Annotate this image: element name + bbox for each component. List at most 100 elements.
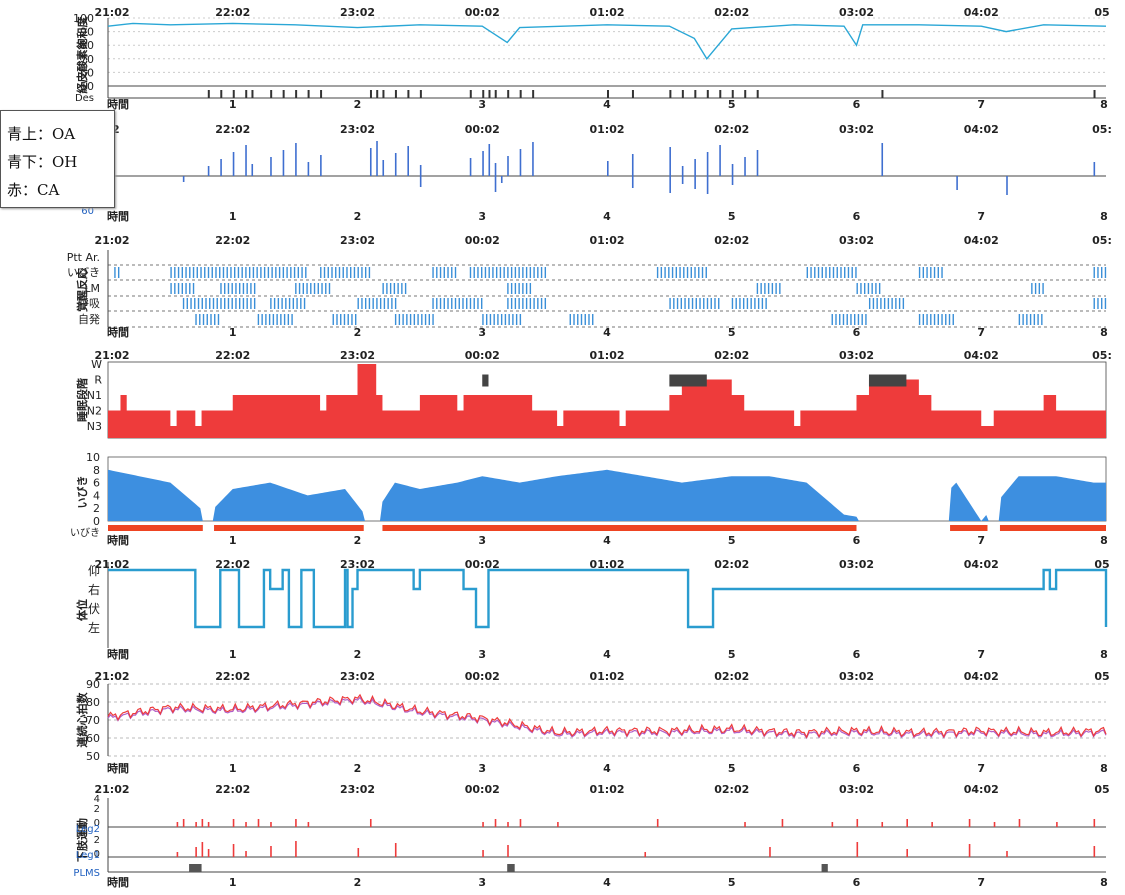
arousal-event-mark [328, 283, 331, 294]
arousal-event-mark [263, 267, 266, 278]
events-time-tick: 01:02 [589, 123, 624, 136]
arousal-event-mark [710, 298, 712, 309]
hr-hour-tick: 2 [354, 762, 362, 775]
hr-time-tick: 21:02 [94, 670, 129, 683]
events-oa-bar [694, 159, 696, 176]
arousal-event-mark [335, 267, 337, 278]
events-oa-bar [320, 155, 322, 176]
spo2-desat-mark [320, 90, 323, 98]
arousal-event-mark [226, 267, 228, 278]
arousal-event-mark [887, 298, 890, 309]
snore-ytick: 6 [93, 477, 100, 490]
spo2-time-tick: 05 [1094, 6, 1109, 19]
events-time-tick: 05: [1092, 123, 1112, 136]
arousal-event-mark [507, 283, 509, 294]
arousal-hour-tick: 1 [229, 326, 237, 339]
arousal-event-mark [684, 298, 686, 309]
spo2-ylabel: 経皮酸素飽和度 [75, 16, 89, 94]
leg-leg2-mark [257, 819, 260, 827]
arousal-event-mark [573, 314, 575, 325]
arousal-event-mark [825, 267, 827, 278]
arousal-event-mark [296, 298, 298, 309]
arousal-event-mark [268, 314, 271, 325]
arousal-event-mark [436, 267, 438, 278]
arousal-event-mark [361, 267, 363, 278]
arousal-event-mark [185, 283, 187, 294]
arousal-event-mark [569, 314, 571, 325]
spo2-desat-mark [607, 90, 609, 98]
events-oa-bar [507, 156, 509, 176]
arousal-event-mark [177, 267, 180, 278]
events-oa-bar [488, 144, 491, 176]
events-oa-bar [494, 163, 497, 176]
arousal-event-mark [402, 314, 404, 325]
spo2-hour-tick: 4 [603, 98, 611, 111]
events-oh-bar [731, 176, 734, 185]
snore-snore-bar [999, 525, 1106, 531]
arousal-event-mark [283, 314, 286, 325]
arousal-row-label: 自発 [78, 312, 100, 326]
arousal-event-mark [1037, 314, 1039, 325]
arousal-event-mark [206, 314, 208, 325]
arousal-event-mark [497, 314, 499, 325]
spo2-desat-mark [744, 90, 747, 98]
arousal-event-mark [117, 267, 120, 278]
spo2-desat-mark [419, 90, 422, 98]
hr-time-tick: 23:02 [340, 670, 375, 683]
leg-leg2-mark [270, 822, 272, 827]
arousal-event-mark [926, 314, 928, 325]
events-time-tick: 22:02 [215, 123, 250, 136]
arousal-event-mark [424, 314, 427, 325]
arousal-event-mark [1042, 283, 1044, 294]
arousal-event-mark [346, 267, 348, 278]
hr-time-tick: 03:02 [839, 670, 874, 683]
stage-time-tick: 00:02 [465, 349, 500, 362]
events-oa-bar [407, 146, 409, 176]
arousal-event-mark [933, 267, 936, 278]
arousal-event-mark [760, 283, 762, 294]
arousal-event-mark [948, 314, 951, 325]
hr-line-b [107, 696, 1107, 740]
arousal-event-mark [510, 298, 513, 309]
arousal-event-mark [194, 298, 196, 309]
arousal-time-tick: 22:02 [215, 234, 250, 247]
snore-row-label: いびき [70, 527, 100, 539]
arousal-event-mark [317, 283, 319, 294]
stage-time-tick: 04:02 [964, 349, 999, 362]
spo2-desat-mark [369, 90, 372, 98]
hr-ytick: 90 [86, 678, 100, 691]
spo2-hour-tick: 2 [354, 98, 362, 111]
leg-plms-label: PLMS [73, 868, 100, 879]
arousal-event-mark [683, 267, 685, 278]
spo2-desat-mark [307, 90, 310, 98]
leg-leg2-mark [744, 822, 746, 827]
arousal-time-tick: 01:02 [589, 234, 624, 247]
snore-ytick: 2 [93, 502, 100, 515]
arousal-event-mark [321, 283, 323, 294]
snore-snore-bar [950, 525, 988, 531]
arousal-event-mark [515, 314, 518, 325]
arousal-event-mark [282, 267, 285, 278]
events-hour-tick: 4 [603, 210, 611, 223]
spo2-desat-mark [245, 90, 248, 98]
snore-ytick: 0 [93, 515, 100, 528]
events-oh-bar [419, 176, 422, 187]
arousal-event-mark [1026, 314, 1028, 325]
arousal-event-mark [185, 267, 187, 278]
position-position-label: 伏 [88, 602, 100, 616]
arousal-row-label: いびき [67, 266, 100, 279]
arousal-event-mark [451, 298, 453, 309]
events-oa-bar [532, 142, 534, 176]
arousal-event-mark [436, 298, 438, 309]
leg-leg2-mark [494, 819, 497, 827]
spo2-desat-mark [394, 90, 397, 98]
arousal-event-mark [253, 298, 256, 309]
events-oh-bar [956, 176, 958, 190]
arousal-event-mark [952, 314, 954, 325]
arousal-event-mark [280, 314, 282, 325]
arousal-event-mark [705, 267, 707, 278]
snore-hour-tick: 5 [728, 534, 736, 547]
snore-snore-bar [382, 525, 857, 531]
events-oh-bar [494, 176, 497, 192]
arousal-event-mark [293, 267, 296, 278]
